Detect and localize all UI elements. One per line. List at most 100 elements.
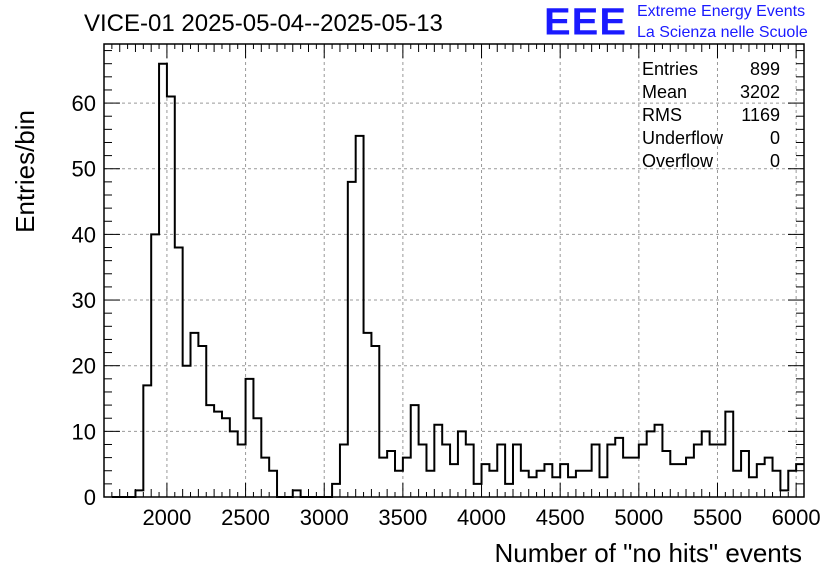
histogram-bin — [175, 248, 183, 497]
histogram-bin — [482, 464, 490, 497]
histogram-bin — [191, 333, 199, 497]
stat-mean: Mean 3202 — [642, 81, 780, 104]
x-tick-label: 6000 — [772, 505, 821, 530]
histogram-bin — [261, 458, 269, 497]
stat-value: 1169 — [741, 105, 780, 125]
histogram-bin — [694, 444, 702, 497]
x-tick-label: 5000 — [614, 505, 663, 530]
x-tick-label: 2000 — [142, 505, 191, 530]
histogram-bin — [765, 458, 773, 497]
histogram-bin — [670, 464, 678, 497]
stats-box: Entries 899 Mean 3202 RMS 1169 Underflow… — [642, 58, 780, 173]
histogram-bin — [426, 471, 434, 497]
histogram-bin — [356, 136, 364, 497]
x-tick-label: 4000 — [457, 505, 506, 530]
y-tick-label: 50 — [72, 157, 96, 182]
histogram-bin — [230, 431, 238, 497]
histogram-bin — [560, 464, 568, 497]
histogram-bin — [371, 346, 379, 497]
x-axis-label: Number of "no hits" events — [494, 538, 803, 568]
eee-logo: EEE — [544, 1, 628, 43]
stat-value: 0 — [769, 128, 780, 148]
x-tick-label: 3000 — [300, 505, 349, 530]
histogram-bin — [576, 471, 584, 497]
histogram-bin — [655, 425, 663, 497]
histogram-bin — [411, 405, 419, 497]
histogram-bin — [780, 490, 788, 497]
histogram-bin — [741, 451, 749, 497]
histogram-bin — [600, 477, 608, 497]
histogram-bin — [662, 451, 670, 497]
histogram-series — [111, 62, 804, 498]
histogram-bin — [623, 458, 631, 497]
stat-entries: Entries 899 — [642, 58, 780, 81]
histogram-bin — [568, 477, 576, 497]
chart-title: VICE-01 2025-05-04--2025-05-13 — [84, 10, 443, 37]
histogram-bin — [513, 444, 521, 497]
histogram-bin — [332, 484, 340, 497]
stat-label: RMS — [642, 105, 682, 125]
y-tick-label: 0 — [84, 485, 96, 510]
histogram-bin — [364, 333, 372, 497]
histogram-bin — [702, 431, 710, 497]
histogram-bin — [450, 464, 458, 497]
histogram-bin — [135, 490, 143, 497]
y-tick-label: 20 — [72, 354, 96, 379]
histogram-bin — [489, 471, 497, 497]
histogram-bin — [710, 444, 718, 497]
histogram-bin — [529, 477, 537, 497]
stat-value: 0 — [769, 151, 780, 171]
stat-label: Underflow — [642, 128, 724, 148]
histogram-bin — [387, 451, 395, 497]
histogram-bin — [269, 471, 277, 497]
histogram-bin — [434, 425, 442, 497]
stat-label: Overflow — [642, 151, 714, 171]
stat-label: Entries — [642, 59, 699, 79]
histogram-bin — [631, 458, 639, 497]
histogram-bin — [167, 97, 175, 497]
histogram-bin — [773, 471, 781, 497]
x-tick-label: 2500 — [221, 505, 270, 530]
logo-line-1: Extreme Energy Events — [637, 3, 806, 20]
histogram-bin — [647, 431, 655, 497]
histogram-bin — [686, 458, 694, 497]
stat-rms: RMS 1169 — [642, 104, 780, 127]
histogram-bin — [678, 464, 686, 497]
histogram-bin — [253, 418, 261, 497]
histogram-bin — [537, 471, 545, 497]
histogram-bin — [395, 471, 403, 497]
histogram-bin — [749, 477, 757, 497]
histogram-bin — [198, 346, 206, 497]
x-tick-label: 5500 — [693, 505, 742, 530]
histogram-bin — [639, 444, 647, 497]
histogram-bin — [505, 484, 513, 497]
histogram-bin — [143, 385, 151, 497]
histogram-bin — [544, 464, 552, 497]
histogram-bin — [151, 234, 159, 497]
histogram-bin — [340, 444, 348, 497]
logo-line-2: La Scienza nelle Scuole — [637, 24, 808, 41]
histogram-bin — [725, 412, 733, 497]
histogram-bin — [592, 444, 600, 497]
y-tick-label: 30 — [72, 288, 96, 313]
histogram-bin — [757, 464, 765, 497]
stat-value: 3202 — [739, 82, 780, 102]
histogram-bin — [458, 431, 466, 497]
histogram-bin — [552, 477, 560, 497]
stat-value: 899 — [749, 59, 780, 79]
histogram-bin — [442, 444, 450, 497]
histogram-bin — [497, 444, 505, 497]
histogram-bin — [403, 458, 411, 497]
histogram-bin — [293, 490, 301, 497]
histogram-bin — [222, 418, 230, 497]
histogram-bin — [733, 471, 741, 497]
histogram-bin — [615, 438, 623, 497]
stat-underflow: Underflow 0 — [642, 127, 780, 150]
histogram-bin — [796, 464, 804, 497]
histogram-bin — [466, 444, 474, 497]
histogram-bin — [474, 484, 482, 497]
x-tick-label: 3500 — [378, 505, 427, 530]
histogram-bin — [206, 405, 214, 497]
